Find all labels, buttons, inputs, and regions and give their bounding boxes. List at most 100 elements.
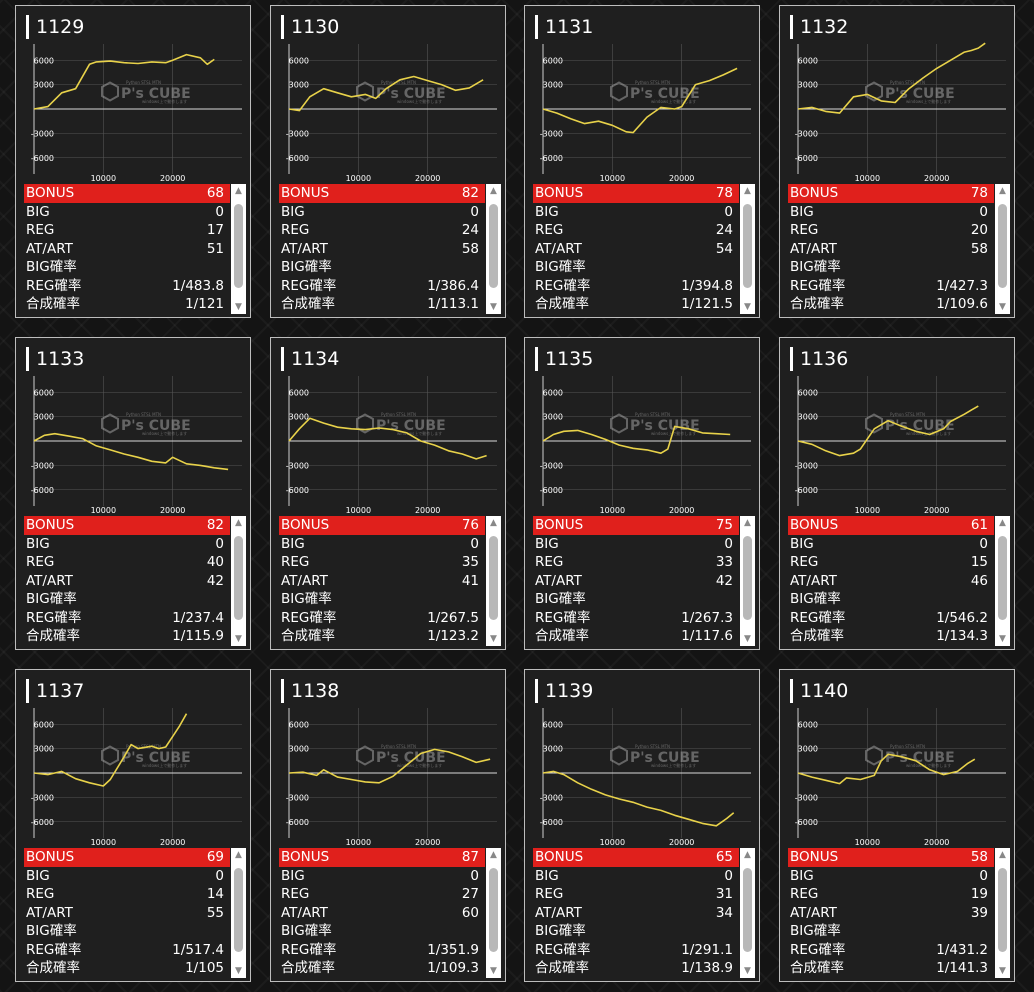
stat-label: AT/ART <box>26 240 73 257</box>
stat-label: REG <box>26 886 55 902</box>
scroll-up-arrow-icon[interactable]: ▲ <box>490 518 497 528</box>
stat-label: BONUS <box>790 517 839 533</box>
stat-label: 合成確率 <box>26 296 80 312</box>
stats-scrollbar[interactable]: ▲ ▼ <box>995 848 1010 978</box>
stat-value: 0 <box>215 203 224 220</box>
scroll-down-arrow-icon[interactable]: ▼ <box>744 302 751 312</box>
machine-card[interactable]: 1129 P's CUBE Python STSL MTN windows上で動作しま… <box>15 5 251 318</box>
stat-label: 合成確率 <box>535 296 589 312</box>
machine-card[interactable]: 1130 P's CUBE Python STSL MTN windows上で動作しま… <box>270 5 506 318</box>
scroll-up-arrow-icon[interactable]: ▲ <box>999 850 1006 860</box>
stat-label: REG確率 <box>26 941 82 958</box>
stats-scrollbar[interactable]: ▲ ▼ <box>486 848 501 978</box>
machine-card[interactable]: 1131 P's CUBE Python STSL MTN windows上で動作しま… <box>524 5 760 318</box>
scroll-down-arrow-icon[interactable]: ▼ <box>235 302 242 312</box>
machine-card[interactable]: 1132 P's CUBE Python STSL MTN windows上で動作しま… <box>779 5 1015 318</box>
stat-value: 15 <box>970 554 988 570</box>
stat-label: BIG <box>26 203 50 220</box>
scroll-down-arrow-icon[interactable]: ▼ <box>235 966 242 976</box>
scroll-thumb[interactable] <box>743 868 752 952</box>
stat-label: REG確率 <box>281 277 337 294</box>
scroll-up-arrow-icon[interactable]: ▲ <box>744 186 751 196</box>
stats-scrollbar[interactable]: ▲ ▼ <box>740 516 755 646</box>
stats-scrollbar[interactable]: ▲ ▼ <box>231 184 246 314</box>
scroll-thumb[interactable] <box>234 868 243 952</box>
scroll-down-arrow-icon[interactable]: ▼ <box>744 634 751 644</box>
stats-scrollbar[interactable]: ▲ ▼ <box>486 184 501 314</box>
scroll-up-arrow-icon[interactable]: ▲ <box>235 186 242 196</box>
scroll-up-arrow-icon[interactable]: ▲ <box>490 850 497 860</box>
stat-row-reg-rate: REG確率 1/237.4 <box>24 609 230 628</box>
stat-row-reg: REG 24 <box>279 221 485 240</box>
scroll-up-arrow-icon[interactable]: ▲ <box>490 186 497 196</box>
scroll-down-arrow-icon[interactable]: ▼ <box>490 634 497 644</box>
scroll-thumb[interactable] <box>998 536 1007 620</box>
machine-card[interactable]: 1138 P's CUBE Python STSL MTN windows上で動作しま… <box>270 669 506 982</box>
scroll-thumb[interactable] <box>234 536 243 620</box>
stat-row-reg-rate: REG確率 1/394.8 <box>533 277 739 296</box>
stat-label: BIG確率 <box>281 259 332 275</box>
cube-icon <box>101 81 119 102</box>
machine-card[interactable]: 1135 P's CUBE Python STSL MTN windows上で動作しま… <box>524 337 760 650</box>
stats-scrollbar[interactable]: ▲ ▼ <box>740 848 755 978</box>
scroll-thumb[interactable] <box>489 868 498 952</box>
scroll-thumb[interactable] <box>489 536 498 620</box>
stats-scrollbar[interactable]: ▲ ▼ <box>231 516 246 646</box>
stat-value: 68 <box>206 185 224 201</box>
scroll-down-arrow-icon[interactable]: ▼ <box>490 302 497 312</box>
scroll-up-arrow-icon[interactable]: ▲ <box>235 850 242 860</box>
stats-list: BONUS 58 BIG 0 REG 19 AT/ART 39 BIG確率 REG確率 1/431.… <box>788 848 994 978</box>
scroll-thumb[interactable] <box>234 204 243 288</box>
scroll-up-arrow-icon[interactable]: ▲ <box>744 518 751 528</box>
stat-label: BIG確率 <box>535 923 586 939</box>
scroll-down-arrow-icon[interactable]: ▼ <box>999 966 1006 976</box>
scroll-thumb[interactable] <box>998 204 1007 288</box>
machine-card[interactable]: 1137 P's CUBE Python STSL MTN windows上で動作しま… <box>15 669 251 982</box>
scroll-thumb[interactable] <box>998 868 1007 952</box>
stat-row-reg-rate: REG確率 1/546.2 <box>788 609 994 628</box>
scroll-up-arrow-icon[interactable]: ▲ <box>999 186 1006 196</box>
scroll-down-arrow-icon[interactable]: ▼ <box>490 966 497 976</box>
watermark-small-text: Python STSL MTN <box>890 80 925 85</box>
scroll-down-arrow-icon[interactable]: ▼ <box>235 634 242 644</box>
scroll-up-arrow-icon[interactable]: ▲ <box>744 850 751 860</box>
scroll-thumb[interactable] <box>743 204 752 288</box>
stats-scrollbar[interactable]: ▲ ▼ <box>995 516 1010 646</box>
scroll-thumb[interactable] <box>743 536 752 620</box>
stats-list: BONUS 65 BIG 0 REG 31 AT/ART 34 BIG確率 REG確率 1/291.… <box>533 848 739 978</box>
stats-scrollbar[interactable]: ▲ ▼ <box>486 516 501 646</box>
machine-card[interactable]: 1133 P's CUBE Python STSL MTN windows上で動作しま… <box>15 337 251 650</box>
chart-series-line <box>797 753 976 785</box>
stat-label: BONUS <box>26 185 75 201</box>
stat-row-at-art: AT/ART 58 <box>279 240 485 259</box>
stats-scrollbar[interactable]: ▲ ▼ <box>740 184 755 314</box>
scroll-down-arrow-icon[interactable]: ▼ <box>744 966 751 976</box>
scroll-down-arrow-icon[interactable]: ▼ <box>999 634 1006 644</box>
chart-y-tick-label: -6000 <box>540 154 563 163</box>
stats-scrollbar[interactable]: ▲ ▼ <box>231 848 246 978</box>
scroll-down-arrow-icon[interactable]: ▼ <box>999 302 1006 312</box>
stat-label: BIG <box>535 535 559 552</box>
scroll-up-arrow-icon[interactable]: ▲ <box>235 518 242 528</box>
stat-row-bonus: BONUS 75 <box>533 516 739 535</box>
stat-value: 1/121 <box>185 296 224 312</box>
watermark-text: P's CUBE <box>630 750 700 766</box>
scroll-thumb[interactable] <box>489 204 498 288</box>
chart-y-tick-label: 3000 <box>289 413 309 422</box>
machine-card[interactable]: 1140 P's CUBE Python STSL MTN windows上で動作しま… <box>779 669 1015 982</box>
stats-scrollbar[interactable]: ▲ ▼ <box>995 184 1010 314</box>
machine-card[interactable]: 1139 P's CUBE Python STSL MTN windows上で動作しま… <box>524 669 760 982</box>
scroll-up-arrow-icon[interactable]: ▲ <box>999 518 1006 528</box>
machine-card[interactable]: 1134 P's CUBE Python STSL MTN windows上で動作しま… <box>270 337 506 650</box>
stat-row-big: BIG 0 <box>24 867 230 886</box>
stat-row-big-rate: BIG確率 <box>788 590 994 609</box>
chart-y-tick-label: 3000 <box>34 745 54 754</box>
machine-number: 1140 <box>790 679 848 703</box>
machine-card[interactable]: 1136 P's CUBE Python STSL MTN windows上で動作しま… <box>779 337 1015 650</box>
machine-number: 1138 <box>281 679 339 703</box>
